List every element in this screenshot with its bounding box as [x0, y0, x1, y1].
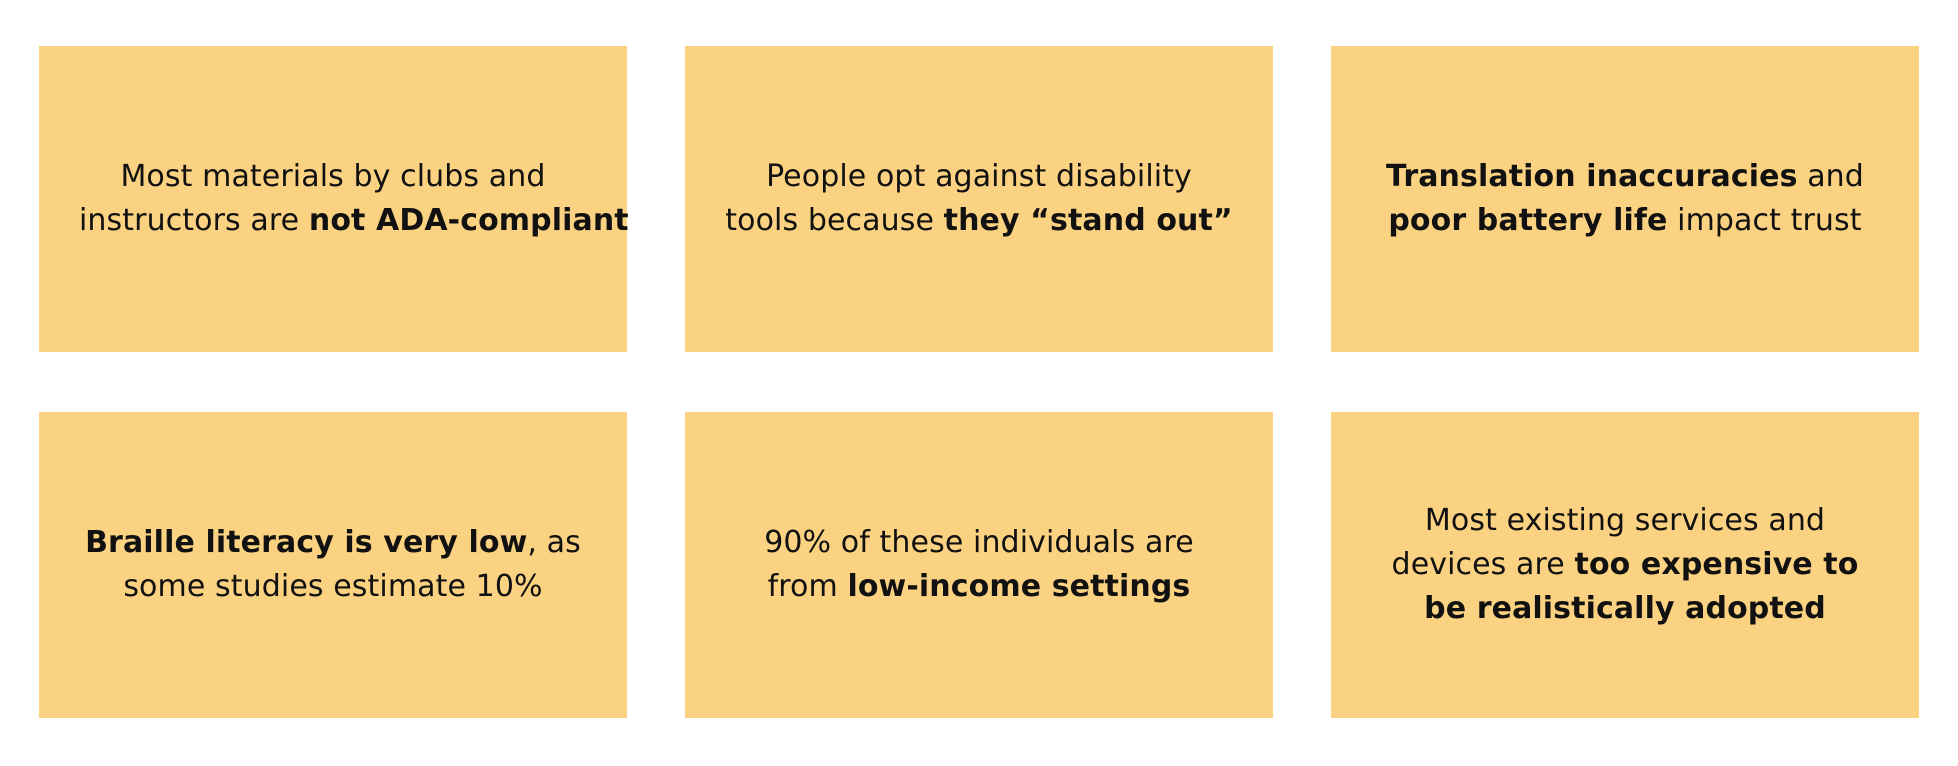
- card-line: devices are too expensive to: [1371, 543, 1879, 587]
- card-line: be realistically adopted: [1371, 587, 1879, 631]
- card-line: Braille literacy is very low, as: [79, 521, 587, 565]
- card-line: People opt against disability: [725, 155, 1233, 199]
- card-ada-compliance: Most materials by clubs and instructors …: [39, 46, 629, 352]
- card-text: 90% of these individuals are from low-in…: [725, 521, 1233, 609]
- text-normal: tools because: [725, 203, 944, 238]
- card-line: Most existing services and: [1371, 499, 1879, 543]
- text-normal: from: [767, 569, 848, 604]
- card-text: Translation inaccuracies and poor batter…: [1371, 155, 1879, 243]
- text-bold: too expensive to: [1574, 547, 1859, 582]
- card-text: People opt against disability tools beca…: [725, 155, 1233, 243]
- text-bold: be realistically adopted: [1424, 591, 1826, 626]
- card-too-expensive: Most existing services and devices are t…: [1331, 412, 1919, 718]
- text-normal: and: [1797, 159, 1864, 194]
- card-line: poor battery life impact trust: [1371, 199, 1879, 243]
- card-line: Translation inaccuracies and: [1371, 155, 1879, 199]
- text-normal: some studies estimate 10%: [123, 569, 543, 604]
- card-stand-out: People opt against disability tools beca…: [685, 46, 1273, 352]
- card-braille-literacy: Braille literacy is very low, as some st…: [39, 412, 627, 718]
- text-bold: they “stand out”: [943, 203, 1233, 238]
- card-line: Most materials by clubs and: [79, 155, 587, 199]
- text-normal: People opt against disability: [766, 159, 1192, 194]
- text-bold: Braille literacy is very low: [85, 525, 528, 560]
- card-translation-battery: Translation inaccuracies and poor batter…: [1331, 46, 1919, 352]
- card-line: instructors are not ADA-compliant: [79, 199, 629, 243]
- card-line: 90% of these individuals are: [725, 521, 1233, 565]
- text-normal: 90% of these individuals are: [764, 525, 1194, 560]
- card-text: Most materials by clubs and instructors …: [79, 155, 629, 243]
- text-normal: devices are: [1391, 547, 1575, 582]
- card-text: Most existing services and devices are t…: [1371, 499, 1879, 631]
- text-bold: poor battery life: [1388, 203, 1668, 238]
- card-line: tools because they “stand out”: [725, 199, 1233, 243]
- text-bold: low-income settings: [847, 569, 1191, 604]
- text-normal: instructors are: [79, 203, 309, 238]
- text-normal: , as: [527, 525, 581, 560]
- card-text: Braille literacy is very low, as some st…: [79, 521, 587, 609]
- text-normal: impact trust: [1667, 203, 1862, 238]
- card-low-income: 90% of these individuals are from low-in…: [685, 412, 1273, 718]
- card-line: some studies estimate 10%: [79, 565, 587, 609]
- text-bold: not ADA-compliant: [308, 203, 629, 238]
- text-normal: Most existing services and: [1424, 503, 1826, 538]
- card-grid: Most materials by clubs and instructors …: [39, 46, 1919, 718]
- text-bold: Translation inaccuracies: [1386, 159, 1798, 194]
- text-normal: Most materials by clubs and: [120, 159, 546, 194]
- card-line: from low-income settings: [725, 565, 1233, 609]
